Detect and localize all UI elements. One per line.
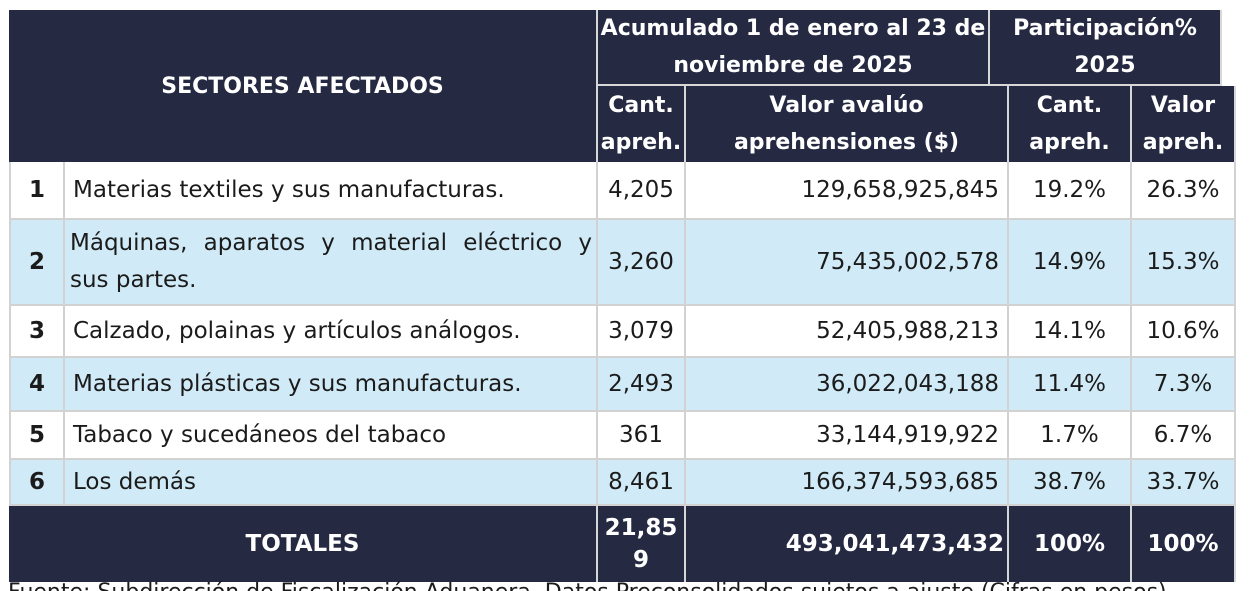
row-3-sector: Calzado, polainas y artículos análogos.: [65, 306, 598, 358]
header-cant-line1: Cant.: [608, 93, 674, 118]
header-acumulado-line1: Acumulado 1 de enero al 23 de: [600, 16, 986, 41]
header-valor-line2: aprehensiones ($): [733, 130, 960, 155]
row-1-cant: 4,205: [598, 162, 686, 220]
header-participacion: Participación% 2025: [990, 10, 1222, 86]
totals-pct-cant: 100%: [1009, 506, 1132, 582]
row-4-valor: 36,022,043,188: [686, 358, 1009, 412]
row-3-pct-cant: 14.1%: [1009, 306, 1132, 358]
row-5-valor: 33,144,919,922: [686, 412, 1009, 460]
row-2-cant: 3,260: [598, 220, 686, 306]
header-valor-line1: Valor avalúo: [769, 93, 924, 118]
row-4-index: 4: [9, 358, 65, 412]
row-1-pct-cant: 19.2%: [1009, 162, 1132, 220]
row-5-cant: 361: [598, 412, 686, 460]
header-pvalor-line1: Valor: [1150, 93, 1216, 118]
row-5-pct-valor: 6.7%: [1132, 412, 1236, 460]
header-cant-line2: apreh.: [600, 130, 682, 155]
row-1-valor: 129,658,925,845: [686, 162, 1009, 220]
row-4-sector: Materias plásticas y sus manufacturas.: [65, 358, 598, 412]
row-4-cant: 2,493: [598, 358, 686, 412]
row-1-index: 1: [9, 162, 65, 220]
row-4-pct-valor: 7.3%: [1132, 358, 1236, 412]
row-2-valor: 75,435,002,578: [686, 220, 1009, 306]
row-6-cant: 8,461: [598, 460, 686, 506]
totals-cant-line2: 9: [632, 547, 649, 573]
header-sectores: SECTORES AFECTADOS: [9, 10, 598, 162]
row-2-pct-cant: 14.9%: [1009, 220, 1132, 306]
totals-valor: 493,041,473,432: [686, 506, 1009, 582]
row-6-valor: 166,374,593,685: [686, 460, 1009, 506]
row-6-pct-valor: 33.7%: [1132, 460, 1236, 506]
header-pcant-line1: Cant.: [1036, 93, 1103, 118]
row-6-index: 6: [9, 460, 65, 506]
totals-label: TOTALES: [9, 506, 598, 582]
row-5-pct-cant: 1.7%: [1009, 412, 1132, 460]
row-5-index: 5: [9, 412, 65, 460]
header-acumulado: Acumulado 1 de enero al 23 de noviembre …: [598, 10, 990, 86]
row-5-sector: Tabaco y sucedáneos del tabaco: [65, 412, 598, 460]
row-3-valor: 52,405,988,213: [686, 306, 1009, 358]
totals-pct-valor: 100%: [1132, 506, 1236, 582]
header-pct-cant: Cant. apreh.: [1009, 86, 1132, 162]
row-2-pct-valor: 15.3%: [1132, 220, 1236, 306]
row-2-index: 2: [9, 220, 65, 306]
row-6-sector: Los demás: [65, 460, 598, 506]
row-6-pct-cant: 38.7%: [1009, 460, 1132, 506]
row-3-cant: 3,079: [598, 306, 686, 358]
header-pcant-line2: apreh.: [1029, 130, 1110, 155]
row-4-pct-cant: 11.4%: [1009, 358, 1132, 412]
header-pct-valor: Valor apreh.: [1132, 86, 1236, 162]
header-valor-avaluo: Valor avalúo aprehensiones ($): [686, 86, 1009, 162]
header-acumulado-line2: noviembre de 2025: [673, 53, 913, 78]
totals-cant-line1: 21,85: [604, 515, 678, 541]
row-1-pct-valor: 26.3%: [1132, 162, 1236, 220]
row-1-sector: Materias textiles y sus manufacturas.: [65, 162, 598, 220]
totals-cant: 21,85 9: [598, 506, 686, 582]
source-footnote: Fuente: Subdirección de Fiscalización Ad…: [8, 580, 1174, 591]
row-3-index: 3: [9, 306, 65, 358]
header-cant-apreh: Cant. apreh.: [598, 86, 686, 162]
row-3-pct-valor: 10.6%: [1132, 306, 1236, 358]
header-participacion-line1: Participación%: [1013, 16, 1197, 41]
row-2-sector: Máquinas, aparatos y material eléctrico …: [65, 220, 598, 306]
header-pvalor-line2: apreh.: [1142, 130, 1224, 155]
header-participacion-line2: 2025: [1074, 53, 1136, 78]
header-sectores-label: SECTORES AFECTADOS: [161, 73, 444, 99]
